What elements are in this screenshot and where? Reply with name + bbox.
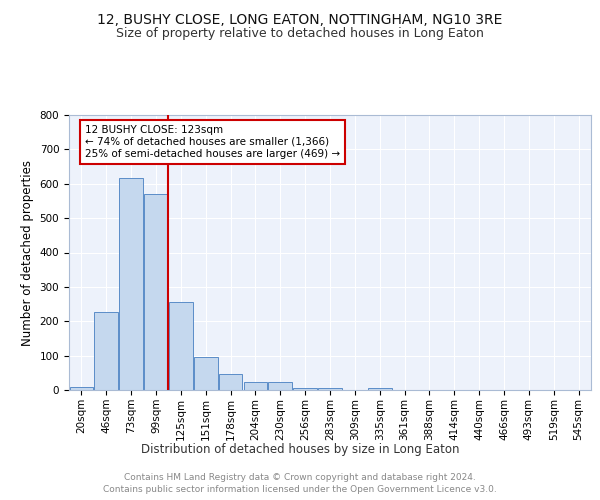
- Bar: [194, 358, 218, 390]
- Y-axis label: Number of detached properties: Number of detached properties: [21, 160, 34, 346]
- Text: Contains HM Land Registry data © Crown copyright and database right 2024.
Contai: Contains HM Land Registry data © Crown c…: [103, 472, 497, 494]
- Text: 12 BUSHY CLOSE: 123sqm
← 74% of detached houses are smaller (1,366)
25% of semi-: 12 BUSHY CLOSE: 123sqm ← 74% of detached…: [85, 126, 340, 158]
- Bar: [244, 382, 267, 390]
- Bar: [70, 386, 93, 390]
- Bar: [169, 302, 193, 390]
- Bar: [119, 178, 143, 390]
- Bar: [219, 374, 242, 390]
- Text: Distribution of detached houses by size in Long Eaton: Distribution of detached houses by size …: [141, 442, 459, 456]
- Bar: [268, 382, 292, 390]
- Bar: [144, 194, 168, 390]
- Text: 12, BUSHY CLOSE, LONG EATON, NOTTINGHAM, NG10 3RE: 12, BUSHY CLOSE, LONG EATON, NOTTINGHAM,…: [97, 12, 503, 26]
- Bar: [318, 388, 342, 390]
- Text: Size of property relative to detached houses in Long Eaton: Size of property relative to detached ho…: [116, 28, 484, 40]
- Bar: [94, 312, 118, 390]
- Bar: [368, 388, 392, 390]
- Bar: [293, 388, 317, 390]
